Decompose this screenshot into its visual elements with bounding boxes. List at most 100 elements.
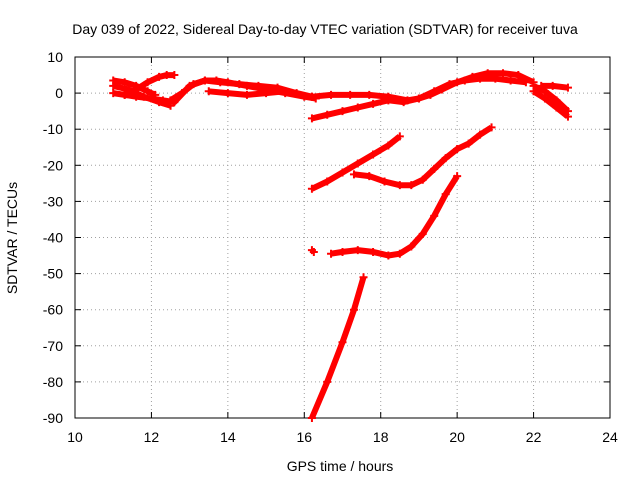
data-point [353, 103, 362, 112]
x-tick-label: 12 [144, 429, 160, 445]
series-track-f [204, 87, 290, 99]
data-point [476, 130, 485, 139]
data-point [506, 76, 515, 85]
data-point [242, 81, 251, 90]
series-track-o [307, 246, 318, 256]
data-point [189, 80, 198, 89]
data-point [418, 229, 427, 238]
data-point [407, 181, 416, 190]
data-point [223, 89, 232, 98]
data-point [464, 139, 473, 148]
data-point [109, 81, 118, 90]
data-point [109, 89, 118, 98]
y-tick-label: -20 [43, 157, 63, 173]
data-point [338, 168, 347, 177]
data-point [307, 114, 316, 123]
data-point [166, 96, 175, 105]
data-point [309, 247, 318, 256]
data-point [499, 69, 507, 78]
data-point [380, 177, 389, 186]
x-axis-label: GPS time / hours [287, 458, 394, 474]
data-point [120, 90, 129, 99]
y-tick-label: 10 [47, 49, 63, 65]
x-tick-label: 18 [373, 429, 389, 445]
x-tick-label: 20 [449, 429, 465, 445]
data-point [204, 87, 213, 96]
data-point [563, 83, 572, 92]
data-point [307, 92, 316, 101]
data-point [529, 87, 538, 96]
data-point [353, 246, 362, 255]
series-track-n [327, 172, 462, 260]
y-tick-label: -80 [43, 374, 63, 390]
data-point [384, 141, 393, 150]
y-tick-label: -50 [43, 266, 63, 282]
data-point [384, 251, 393, 260]
data-point [338, 107, 347, 116]
y-tick-label: -10 [43, 121, 63, 137]
data-point [430, 211, 439, 220]
y-tick-label: -40 [43, 230, 63, 246]
data-point [327, 90, 336, 99]
data-point [541, 94, 550, 103]
data-point [323, 110, 332, 119]
data-point [552, 96, 561, 105]
data-point [460, 76, 469, 85]
data-point [430, 164, 439, 173]
data-point [369, 247, 378, 256]
data-point [521, 78, 530, 87]
data-point [349, 170, 358, 179]
data-point [399, 98, 408, 107]
data-point [338, 338, 347, 347]
data-point [487, 123, 496, 132]
x-tick-label: 22 [526, 429, 542, 445]
data-point [418, 175, 427, 184]
data-point [384, 96, 393, 105]
data-point [132, 85, 141, 94]
data-point [407, 242, 416, 251]
data-point [162, 71, 171, 80]
y-tick-label: -30 [43, 193, 63, 209]
data-point [178, 89, 186, 98]
data-point [414, 94, 423, 103]
data-point [346, 90, 355, 99]
data-point [395, 181, 404, 190]
data-point [548, 81, 557, 90]
data-point [369, 150, 378, 159]
series-track-p [307, 273, 368, 422]
series-track-j [529, 87, 572, 121]
data-point [327, 249, 336, 258]
y-tick-label: -90 [43, 410, 63, 426]
data-point [300, 92, 309, 101]
data-point [223, 78, 232, 87]
data-point [514, 71, 523, 80]
data-point [323, 377, 332, 386]
y-tick-label: -70 [43, 338, 63, 354]
data-point [307, 414, 316, 422]
data-point [441, 190, 450, 199]
data-point [369, 99, 378, 108]
data-series [109, 69, 572, 422]
data-point [395, 132, 404, 141]
data-point [353, 159, 362, 168]
x-tick-label: 14 [220, 429, 236, 445]
data-point [281, 87, 290, 96]
series-line [531, 88, 570, 119]
data-point [395, 249, 404, 258]
data-point [170, 71, 179, 80]
y-tick-label: 0 [55, 85, 63, 101]
data-point [200, 76, 209, 85]
data-point [552, 103, 561, 112]
grid [75, 57, 610, 418]
data-point [262, 89, 271, 98]
data-point [155, 72, 164, 81]
data-point [349, 305, 358, 314]
data-point [155, 98, 164, 107]
series-line [532, 83, 571, 114]
series-track-d [120, 71, 179, 99]
data-point [453, 172, 462, 181]
data-point [441, 154, 450, 163]
data-point [143, 87, 152, 96]
data-point [476, 74, 485, 83]
